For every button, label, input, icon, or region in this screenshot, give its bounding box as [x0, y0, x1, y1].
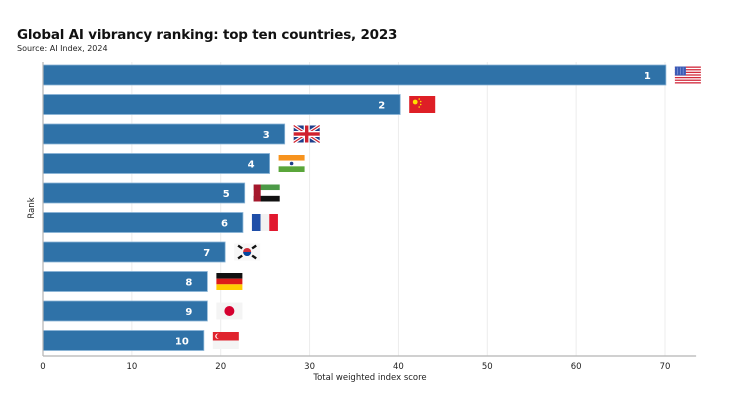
bar-rank-5 [42, 182, 246, 204]
japan-flag-icon [216, 302, 243, 320]
bar-rank-label: 7 [203, 248, 210, 259]
x-tick-label: 40 [393, 362, 404, 372]
bar-rank-4 [42, 153, 270, 174]
singapore-flag-icon [212, 332, 239, 349]
bar-rank-label: 6 [221, 218, 228, 229]
x-ticks: 0 10 20 30 40 50 60 70 [40, 362, 670, 372]
x-tick-label: 10 [126, 362, 137, 372]
bars: 1 2 3 4 5 6 7 8 9 10 [42, 64, 667, 351]
south-korea-flag-icon [234, 243, 261, 261]
bar-rank-6 [42, 212, 244, 233]
germany-flag-icon [216, 273, 243, 290]
uk-flag-icon [292, 124, 321, 144]
bar-rank-7 [42, 241, 226, 263]
x-axis-title: Total weighted index score [312, 373, 426, 383]
bar-rank-1 [42, 64, 667, 86]
bar-rank-label: 2 [378, 100, 385, 111]
bar-rank-label: 8 [185, 277, 192, 288]
bar-rank-label: 4 [248, 159, 255, 170]
bar-rank-label: 9 [185, 307, 192, 318]
us-flag-icon [674, 66, 701, 84]
bar-rank-3 [42, 123, 286, 145]
bar-rank-8 [42, 271, 208, 292]
x-tick-label: 50 [482, 362, 493, 372]
bar-rank-label: 3 [263, 130, 270, 141]
x-tick-label: 30 [304, 362, 315, 372]
india-flag-icon [278, 155, 305, 172]
bar-rank-2 [42, 94, 401, 115]
china-flag-icon [409, 96, 436, 113]
france-flag-icon [251, 214, 278, 231]
bar-rank-9 [42, 300, 208, 322]
x-tick-label: 60 [571, 362, 582, 372]
chart-source: Source: AI Index, 2024 [17, 44, 108, 53]
bar-rank-label: 10 [175, 336, 189, 347]
bar-rank-label: 5 [223, 189, 230, 200]
flags [212, 66, 701, 349]
bar-rank-label: 1 [644, 71, 651, 82]
x-tick-label: 0 [40, 362, 45, 372]
chart-title: Global AI vibrancy ranking: top ten coun… [17, 27, 398, 43]
axes [42, 62, 697, 357]
uae-flag-icon [253, 184, 280, 202]
x-tick-label: 20 [215, 362, 226, 372]
y-axis-title: Rank [27, 197, 37, 218]
x-tick-label: 70 [660, 362, 671, 372]
